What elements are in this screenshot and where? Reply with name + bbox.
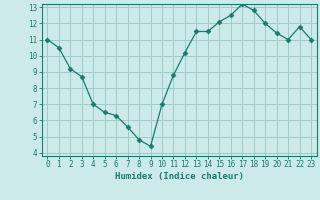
X-axis label: Humidex (Indice chaleur): Humidex (Indice chaleur)	[115, 172, 244, 181]
